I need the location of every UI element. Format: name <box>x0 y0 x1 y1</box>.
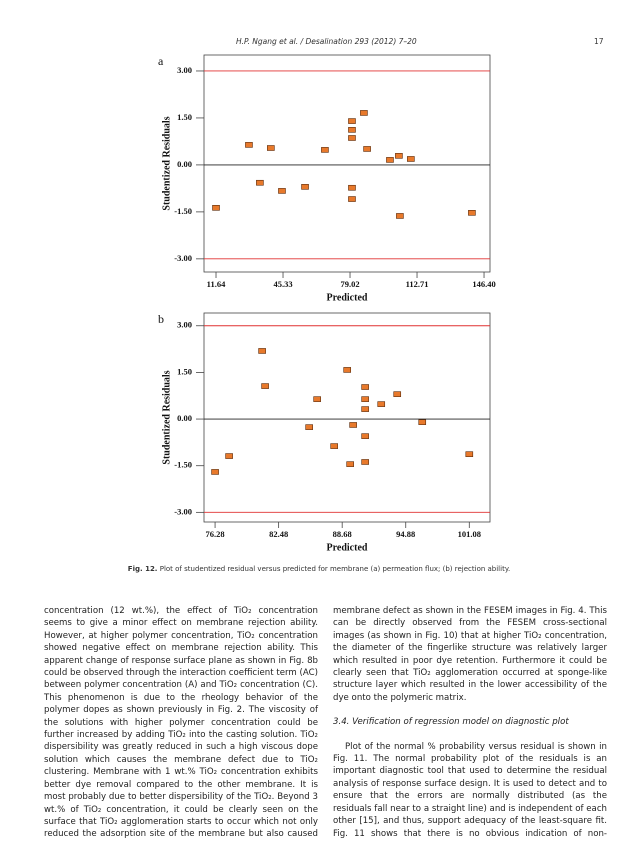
point <box>267 145 275 151</box>
point <box>395 153 403 159</box>
point <box>305 424 313 430</box>
x-tick-label: 94.88 <box>396 529 415 539</box>
right-column: membrane defect as shown in the FESEM im… <box>333 605 607 840</box>
point <box>361 396 369 402</box>
point <box>386 157 394 163</box>
y-tick-label: 1.50 <box>177 112 192 122</box>
point <box>361 406 369 412</box>
point <box>361 384 369 390</box>
plot-frame <box>203 312 491 523</box>
point <box>407 156 415 162</box>
point <box>245 142 253 148</box>
x-tick-label: 101.08 <box>458 529 481 539</box>
y-tick-label: 1.50 <box>177 366 192 376</box>
point <box>258 348 266 354</box>
paragraph: concentration (12 wt.%), the effect of T… <box>44 606 318 840</box>
point <box>348 135 356 141</box>
caption-text: Plot of studentized residual versus pred… <box>159 565 511 573</box>
x-axis-label: Predicted <box>327 292 368 303</box>
point <box>330 443 338 449</box>
y-tick-label: -1.50 <box>174 206 192 216</box>
paragraph: Plot of the normal % probability versus … <box>333 741 607 839</box>
caption: Fig. 12. Plot of studentized residual ve… <box>0 565 638 573</box>
point <box>261 383 269 389</box>
point <box>348 127 356 133</box>
point <box>256 179 264 186</box>
panel-label: b <box>158 312 164 326</box>
x-tick-label: 45.33 <box>273 279 292 289</box>
y-axis-label: Studentized Residuals <box>161 116 172 210</box>
x-tick-label: 146.40 <box>472 279 495 289</box>
x-tick-label: 76.28 <box>206 529 225 539</box>
point <box>377 401 386 407</box>
point <box>212 205 220 211</box>
y-tick-label: -1.50 <box>174 460 192 470</box>
point <box>360 110 368 116</box>
point <box>211 469 219 475</box>
point <box>343 367 352 373</box>
point <box>321 147 329 153</box>
x-tick-label: 11.64 <box>207 279 226 289</box>
caption-label: Fig. 12. <box>127 565 158 573</box>
point <box>278 188 286 194</box>
figure: a 3.00 1.50 0.00 -1.50 -3.00 11.64 45.33 79.02 11… <box>158 54 496 554</box>
point <box>225 453 233 459</box>
point <box>301 184 309 190</box>
point <box>418 419 427 425</box>
point <box>313 396 321 402</box>
y-tick-label: 3.00 <box>177 320 192 330</box>
point <box>348 118 356 124</box>
y-tick-label: 0.00 <box>177 159 192 169</box>
y-tick-label: -3.00 <box>174 506 192 516</box>
y-tick-label: 0.00 <box>177 413 192 423</box>
page-number: 17 <box>594 37 604 46</box>
paragraph: membrane defect as shown in the FESEM im… <box>333 606 607 703</box>
point <box>363 146 371 152</box>
plot-frame <box>203 54 491 273</box>
running-title: H.P. Ngang et al. / Desalination 293 (20… <box>236 37 417 46</box>
point <box>349 422 357 428</box>
point <box>361 459 369 465</box>
point <box>361 433 369 439</box>
left-column: concentration (12 wt.%), the effect of T… <box>44 605 318 841</box>
point <box>465 451 474 457</box>
x-tick-label: 88.68 <box>333 529 352 539</box>
section-heading: 3.4. Verification of regression model on… <box>333 717 569 728</box>
point <box>348 184 356 191</box>
x-tick-label: 82.48 <box>269 529 288 539</box>
y-axis-label: Studentized Residuals <box>161 370 172 464</box>
point <box>468 210 476 216</box>
x-axis-label: Predicted <box>327 542 368 553</box>
point <box>396 213 404 219</box>
x-tick-label: 112.71 <box>406 279 429 289</box>
x-tick-label: 79.02 <box>340 279 359 289</box>
point <box>348 196 356 202</box>
y-tick-label: 3.00 <box>177 65 192 75</box>
panel-label: a <box>158 54 164 68</box>
y-tick-label: -3.00 <box>174 253 192 263</box>
point <box>393 391 402 397</box>
point <box>346 461 354 467</box>
